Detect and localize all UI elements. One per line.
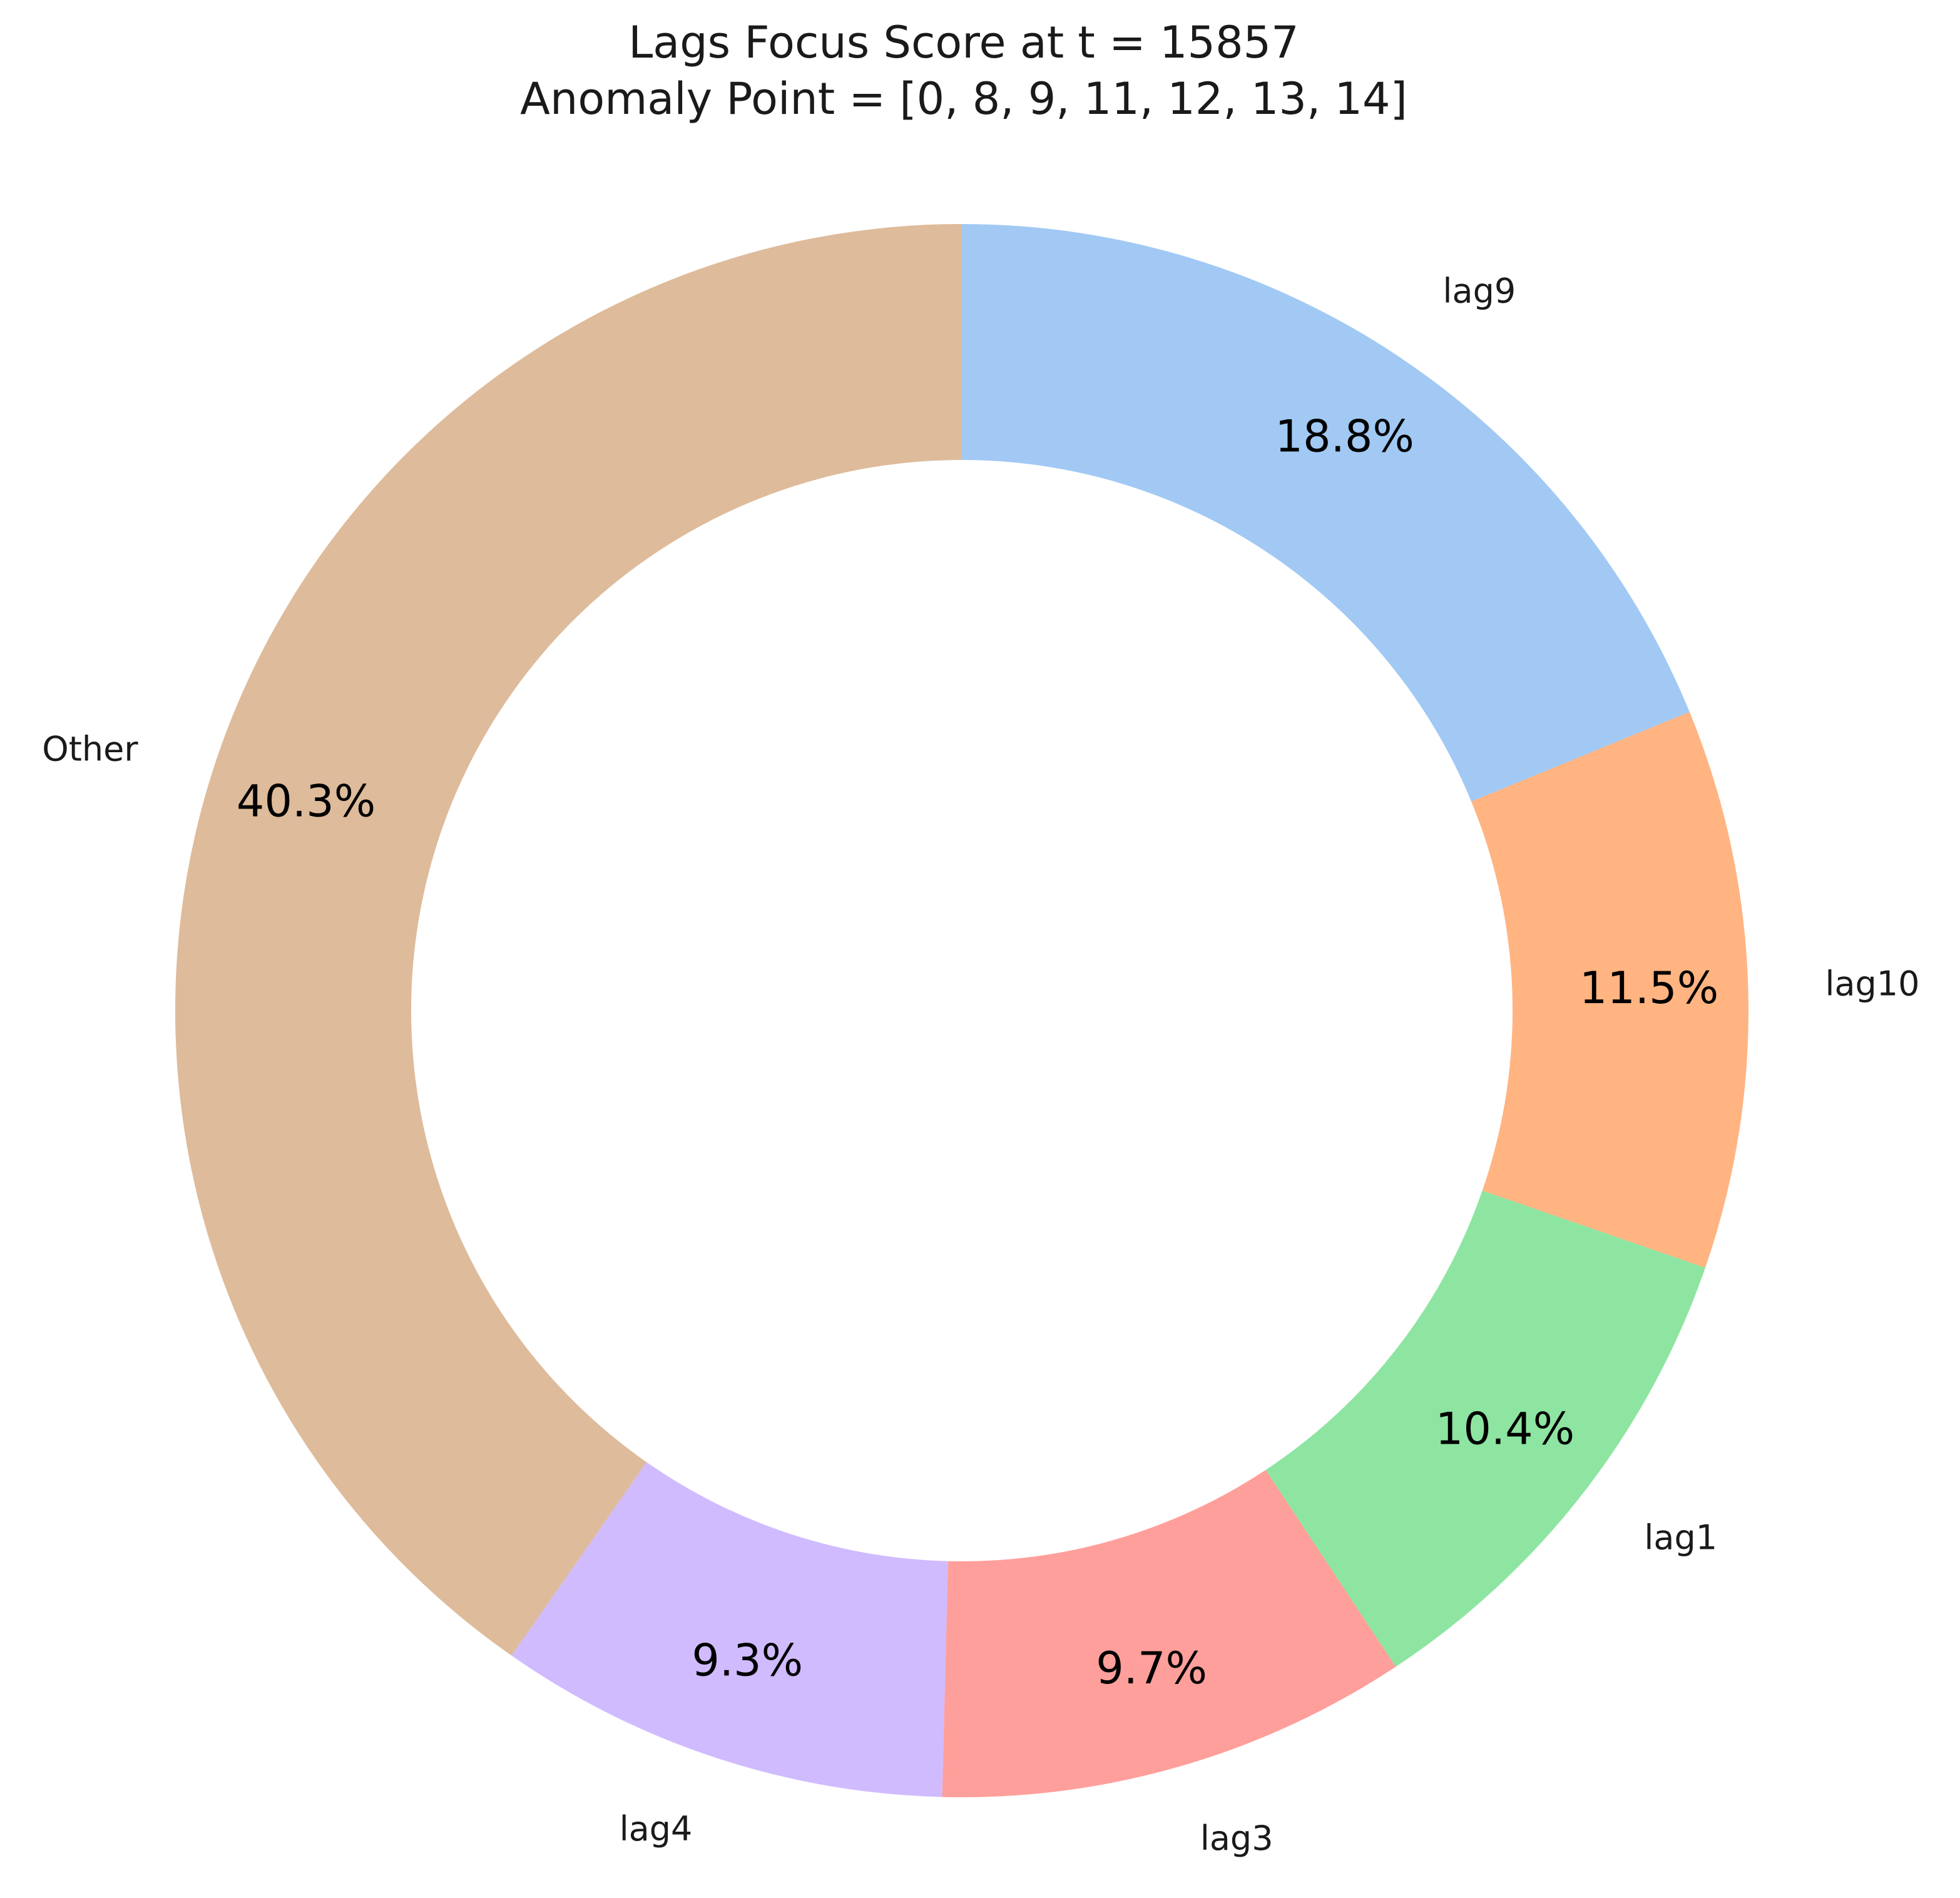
slice-label-lag10: lag10 (1825, 964, 1919, 1004)
chart-title: Lags Focus Score at t = 15857 (628, 17, 1299, 68)
pct-label-lag1: 10.4% (1436, 1403, 1575, 1454)
chart-subtitle: Anomaly Point = [0, 8, 9, 11, 12, 13, 14… (520, 73, 1407, 125)
slice-lag9 (962, 224, 1690, 802)
pct-label-lag3: 9.7% (1096, 1643, 1207, 1694)
slice-other (175, 224, 962, 1656)
slice-label-lag1: lag1 (1644, 1518, 1717, 1557)
pct-label-lag10: 11.5% (1580, 962, 1718, 1014)
slice-label-lag3: lag3 (1200, 1819, 1273, 1858)
pct-label-lag4: 9.3% (692, 1635, 803, 1686)
pct-label-other: 40.3% (237, 775, 375, 827)
slice-lag10 (1471, 712, 1748, 1268)
slice-label-lag9: lag9 (1442, 271, 1516, 310)
slice-label-other: Other (42, 730, 138, 769)
slices-layer (175, 224, 1748, 1797)
slice-lag4 (511, 1462, 948, 1797)
slice-label-lag4: lag4 (620, 1809, 693, 1849)
slice-lag1 (1265, 1190, 1705, 1667)
pct-label-lag9: 18.8% (1275, 411, 1414, 462)
labels-layer: lag9 18.8% lag10 11.5% lag1 10.4% lag3 9.7% lag4… (42, 271, 1919, 1858)
slice-lag3 (942, 1469, 1396, 1797)
